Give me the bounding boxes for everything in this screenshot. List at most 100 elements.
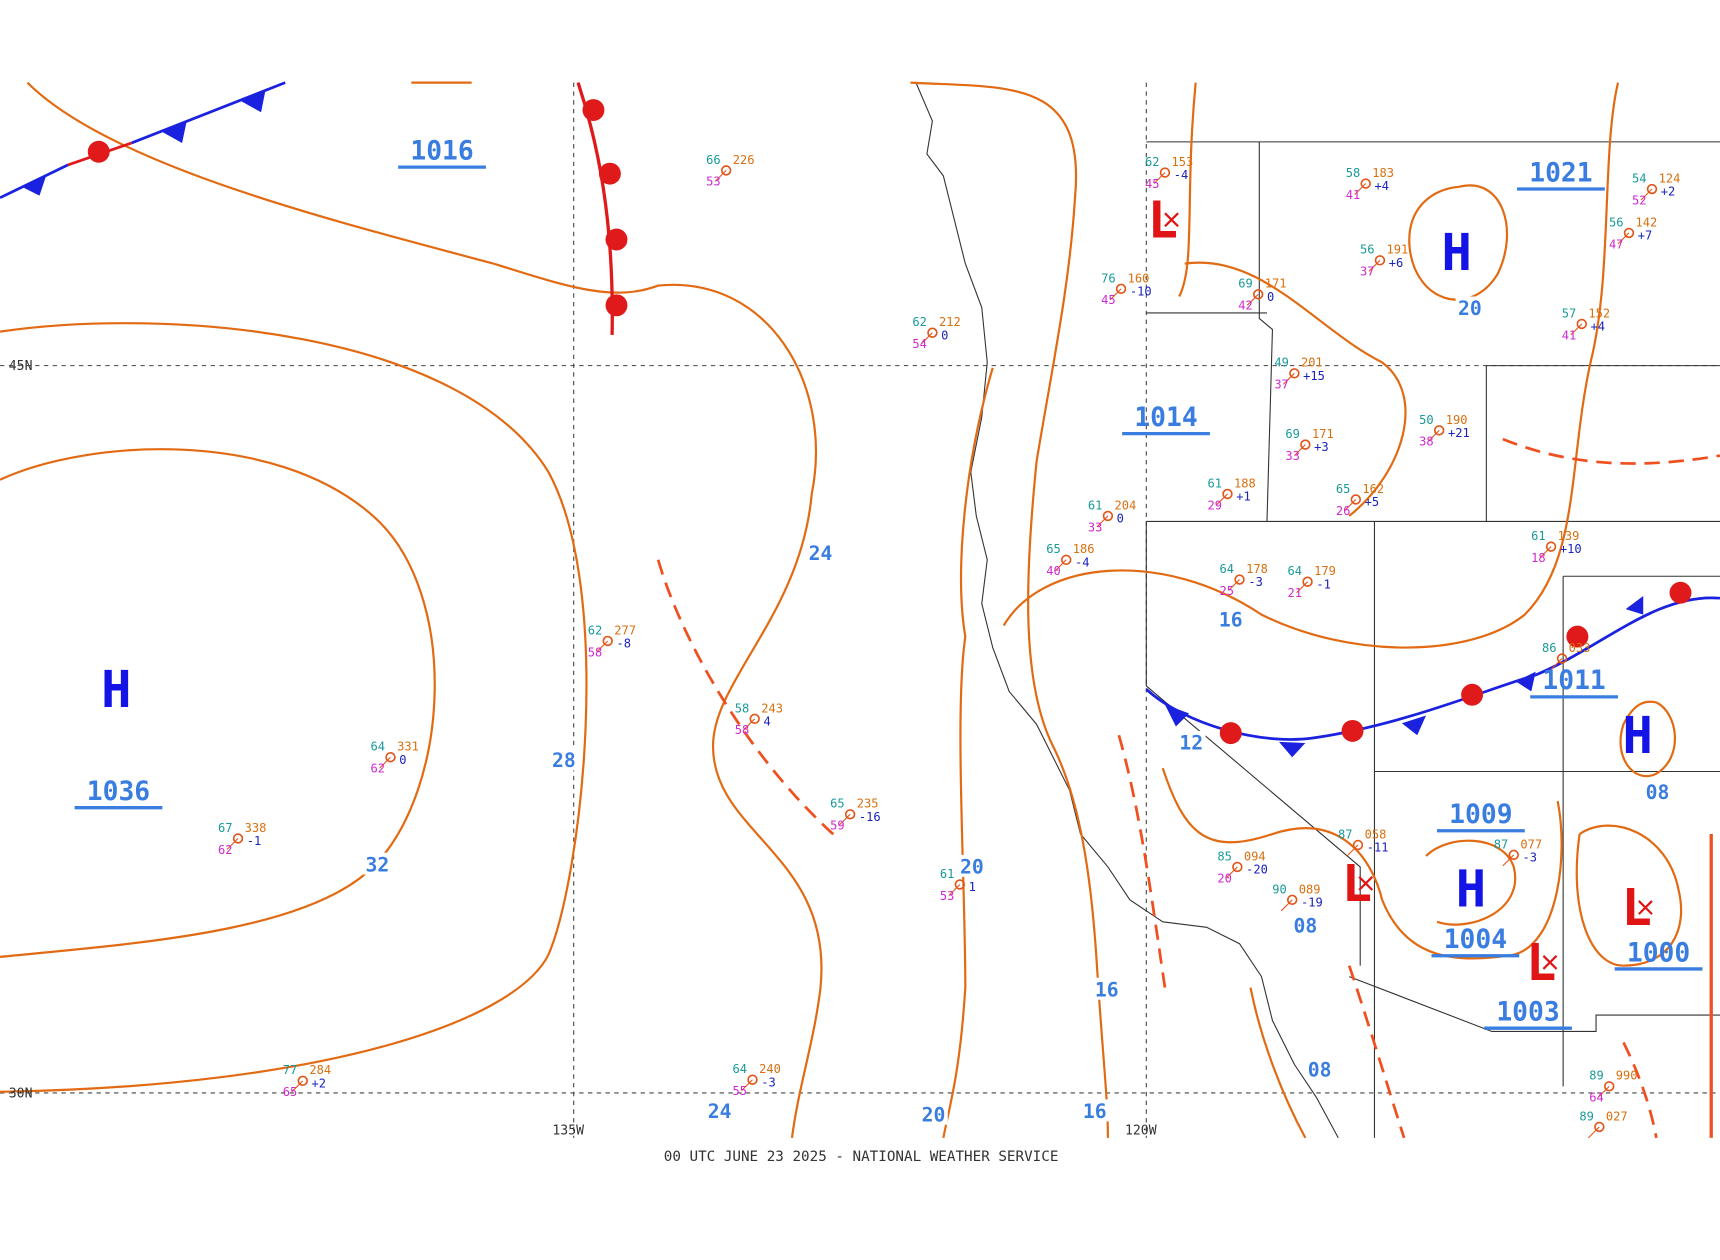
dew-point: 54 <box>912 337 927 351</box>
station: 90 089-19 <box>1272 882 1323 912</box>
station: 58 243 58 4 <box>735 701 783 737</box>
front-barb <box>1219 722 1242 745</box>
wind-barb <box>1427 429 1440 442</box>
station-pressure: 338 <box>245 821 267 835</box>
pressure-center: H <box>101 660 131 719</box>
station: 65 235 59 -16 <box>830 797 881 833</box>
boundaries <box>915 82 1720 1139</box>
front-barb <box>1669 581 1692 604</box>
pressure-tendency: -10 <box>1130 284 1152 298</box>
isobar-label: 08 <box>1646 781 1670 804</box>
label-bg <box>1216 608 1246 630</box>
temperature: 61 <box>940 867 955 881</box>
station-circle <box>1508 849 1519 861</box>
station-pressure: 235 <box>857 797 879 811</box>
station: 69 171 33 +3 <box>1285 427 1333 463</box>
station-pressure: 240 <box>759 1062 781 1076</box>
label-bg <box>1080 1099 1110 1122</box>
station-circle <box>1646 183 1658 195</box>
temperature: 65 <box>1046 542 1061 556</box>
cold-front <box>0 163 69 200</box>
temperature: 86 <box>1542 641 1557 655</box>
station-circle <box>1360 178 1371 189</box>
station-pressure: 033 <box>1569 641 1591 655</box>
front-barb <box>1566 625 1589 648</box>
dew-point: 47 <box>1609 237 1624 251</box>
station-pressure: 027 <box>1606 1109 1628 1123</box>
pressure-tendency: -19 <box>1301 895 1323 909</box>
lat-label: 45N <box>9 359 33 374</box>
isobar-label: 08 <box>1308 1058 1332 1081</box>
pressure-tendency: -3 <box>1248 575 1263 589</box>
station: 62 212 54 0 <box>912 315 960 351</box>
label-bg <box>1177 730 1206 753</box>
front-barb <box>241 90 266 113</box>
dew-point: 65 <box>283 1085 298 1099</box>
central-pressure: 1003 <box>1496 998 1559 1028</box>
wind-barb <box>1597 1085 1610 1098</box>
station-circle <box>1433 425 1445 436</box>
temperature: 87 <box>1494 837 1509 851</box>
dew-point: 52 <box>1632 193 1647 207</box>
pressure-tendency: +21 <box>1448 426 1470 440</box>
temperature: 89 <box>1579 1109 1594 1123</box>
temperature: 56 <box>1609 215 1624 229</box>
pressure-center: L <box>1526 933 1556 992</box>
station-circle <box>844 809 856 820</box>
dew-point: 59 <box>830 819 845 833</box>
trough <box>1622 1041 1658 1139</box>
station-pressure: 331 <box>397 740 419 754</box>
label-bg <box>549 748 579 771</box>
label-bg <box>806 541 835 564</box>
front-barb <box>87 140 110 163</box>
dew-point: 62 <box>218 843 233 857</box>
station: 54 124 52 +2 <box>1632 171 1680 207</box>
front-barb <box>1341 719 1364 742</box>
station-pressure: 171 <box>1312 427 1334 441</box>
station-circle <box>1302 576 1313 587</box>
temperature: 67 <box>218 821 233 835</box>
station: 61 139 18 +10 <box>1531 529 1582 565</box>
pressure-tendency: +7 <box>1638 228 1653 242</box>
temperature: 62 <box>912 315 927 329</box>
footer: 00 UTC JUNE 23 2025 - NATIONAL WEATHER S… <box>664 1149 1059 1165</box>
isobar-label: 32 <box>365 853 389 876</box>
station: 56 191 37 +6 <box>1360 243 1408 279</box>
isobars <box>0 81 1683 1139</box>
central-pressure: 1014 <box>1134 403 1197 433</box>
temperature: 77 <box>283 1063 298 1077</box>
station: 61 53 1 <box>940 867 976 903</box>
dew-point: 41 <box>1346 188 1361 202</box>
dew-point: 64 <box>1589 1091 1604 1105</box>
wind-barb <box>921 332 933 345</box>
station-circle <box>1061 554 1072 566</box>
isobar-label: 08 <box>1293 915 1317 938</box>
isobar-label: 20 <box>1458 297 1482 320</box>
pressure-tendency: +6 <box>1389 256 1404 270</box>
wind-barb <box>1617 232 1630 245</box>
station: 77 284 65 +2 <box>283 1063 331 1099</box>
isobar-label: 24 <box>708 1100 732 1123</box>
station: 87 058-11 <box>1338 827 1389 857</box>
dew-point: 26 <box>1336 504 1351 518</box>
station-circle <box>602 635 613 647</box>
wind-barb <box>1280 899 1293 912</box>
station-pressure: 178 <box>1246 562 1268 576</box>
wind-barb <box>1539 546 1552 558</box>
station: 62 277 58 -8 <box>588 623 636 659</box>
temperature: 61 <box>1207 476 1222 490</box>
temperature: 62 <box>588 623 603 637</box>
fronts <box>0 81 1720 1138</box>
wind-barb <box>1283 372 1295 385</box>
label-bg <box>1305 1057 1334 1080</box>
station-pressure: 191 <box>1387 243 1409 257</box>
station-circle <box>297 1075 308 1087</box>
station-circle <box>1576 318 1587 330</box>
station-pressure: 188 <box>1234 476 1256 490</box>
wind-barb <box>1640 188 1653 201</box>
dew-point: 20 <box>1217 871 1232 885</box>
label-bg <box>957 854 987 877</box>
isobar-label: 20 <box>922 1103 946 1126</box>
pressure-tendency: -1 <box>1316 577 1331 591</box>
